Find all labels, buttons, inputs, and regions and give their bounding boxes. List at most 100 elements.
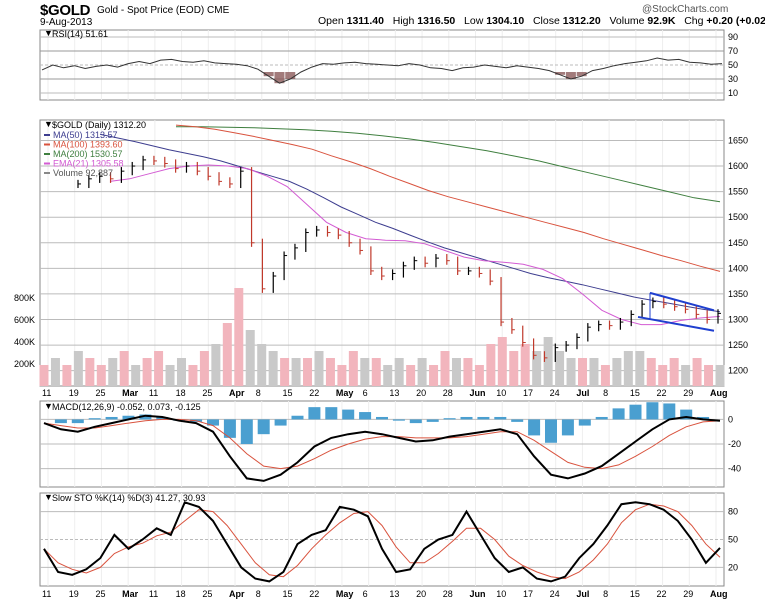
volume-bar-36 — [451, 358, 461, 386]
macd-title: MACD(12,26,9) -0.052, 0.073, -0.125 — [52, 402, 201, 412]
macd-hist-bar-23 — [426, 419, 439, 422]
xtick-top-2: 25 — [95, 388, 105, 398]
symbol-description: Gold - Spot Price (EOD) CME — [97, 5, 229, 16]
xtick-bottom-17: 10 — [496, 589, 506, 599]
xtick-bottom-10: 22 — [309, 589, 319, 599]
price-title: $GOLD (Daily) 1312.20 — [52, 120, 146, 130]
price-grid-1500-label: 1500 — [728, 212, 748, 222]
legend-entry-1: MA(100) 1393.60 — [53, 140, 123, 150]
xtick-top-10: 22 — [309, 388, 319, 398]
xtick-top-4: 11 — [149, 388, 158, 398]
volume-tick-1: 400K — [14, 337, 35, 347]
volume-bar-57 — [692, 358, 702, 386]
rsi-oversold-fill-22 — [274, 72, 285, 84]
xtick-bottom-7: Apr — [229, 589, 245, 599]
macd-grid--40-label: -40 — [728, 464, 741, 474]
volume-tick-0: 200K — [14, 359, 35, 369]
price-marker: ▼ — [44, 119, 53, 129]
macd-marker: ▼ — [44, 401, 53, 411]
volume-tick-3: 800K — [14, 293, 35, 303]
xtick-top-12: 6 — [363, 388, 368, 398]
xtick-top-6: 25 — [202, 388, 212, 398]
volume-bar-38 — [474, 365, 484, 386]
macd-hist-bar-33 — [595, 416, 608, 420]
volume-bar-56 — [681, 365, 691, 386]
volume-bar-45 — [555, 351, 565, 386]
volume-bar-52 — [635, 351, 645, 386]
volume-bar-33 — [417, 358, 427, 386]
volume-bar-5 — [96, 365, 106, 386]
sto-grid-20-label: 20 — [728, 562, 738, 572]
volume-label: Volume — [609, 15, 645, 27]
volume-bar-7 — [119, 351, 129, 386]
volume-bar-48 — [589, 358, 599, 386]
xtick-top-21: 8 — [603, 388, 608, 398]
volume-bar-39 — [486, 344, 496, 386]
xtick-top-7: Apr — [229, 388, 245, 398]
ma100-line — [175, 124, 721, 272]
ohlc-summary: Open 1311.40 High 1316.50 Low 1304.10 Cl… — [318, 15, 765, 27]
volume-bar-51 — [623, 351, 633, 386]
macd-hist-bar-35 — [629, 404, 642, 420]
macd-hist-bar-21 — [392, 419, 405, 421]
sto-k-line — [43, 501, 721, 583]
macd-hist-bar-22 — [409, 419, 422, 424]
chg-value: +0.20 (+0.02%) — [706, 15, 765, 27]
volume-bar-17 — [234, 288, 244, 386]
xtick-bottom-18: 17 — [523, 589, 533, 599]
volume-bar-21 — [280, 358, 290, 386]
volume-bar-34 — [429, 365, 439, 386]
macd-hist-bar-18 — [342, 409, 355, 420]
xtick-bottom-20: Jul — [576, 589, 589, 599]
ma200-line — [176, 126, 721, 203]
xtick-top-13: 13 — [389, 388, 399, 398]
xtick-bottom-6: 25 — [202, 589, 212, 599]
xtick-bottom-14: 20 — [416, 589, 426, 599]
volume-bar-13 — [188, 365, 198, 386]
volume-bar-31 — [394, 358, 404, 386]
macd-hist-bar-38 — [680, 409, 693, 420]
xtick-bottom-23: 22 — [657, 589, 667, 599]
macd-signal-line — [43, 418, 721, 470]
low-label: Low — [464, 15, 484, 27]
macd-hist-bar-36 — [646, 402, 659, 420]
symbol-title: $GOLD — [40, 2, 91, 19]
volume-bar-6 — [108, 358, 118, 386]
volume-bar-50 — [612, 358, 622, 386]
ma50-line — [99, 133, 721, 313]
high-value: 1316.50 — [417, 15, 456, 27]
macd-hist-bar-1 — [54, 419, 67, 424]
macd-hist-bar-13 — [257, 419, 270, 435]
volume-bar-35 — [440, 351, 450, 386]
xtick-top-19: 24 — [550, 388, 560, 398]
xtick-top-0: 11 — [42, 388, 51, 398]
rsi-grid-90-label: 90 — [728, 32, 738, 42]
rsi-oversold-fill-23 — [285, 72, 296, 79]
price-grid-1200-label: 1200 — [728, 366, 748, 376]
xtick-bottom-13: 13 — [389, 589, 399, 599]
macd-hist-bar-20 — [376, 416, 388, 420]
sto-marker: ▼ — [44, 492, 53, 502]
macd-hist-bar-29 — [528, 419, 541, 436]
xtick-bottom-25: Aug — [710, 589, 728, 599]
open-value: 1311.40 — [346, 15, 384, 27]
xtick-bottom-22: 15 — [630, 589, 640, 599]
close-value: 1312.20 — [562, 15, 601, 27]
volume-bar-28 — [360, 358, 370, 386]
xtick-top-9: 15 — [282, 388, 292, 398]
volume-bar-43 — [532, 351, 542, 386]
macd-hist-bar-37 — [663, 403, 676, 420]
volume-bar-8 — [131, 365, 141, 386]
xtick-bottom-2: 25 — [95, 589, 105, 599]
xtick-top-20: Jul — [576, 388, 589, 398]
macd-hist-bar-27 — [494, 416, 507, 420]
macd-hist-bar-11 — [223, 419, 236, 438]
macd-hist-bar-24 — [443, 418, 456, 420]
volume-bar-42 — [520, 344, 530, 386]
xtick-top-14: 20 — [416, 388, 426, 398]
xtick-top-5: 18 — [176, 388, 186, 398]
legend-entry-2: MA(200) 1530.57 — [53, 149, 123, 159]
sto-grid-80-label: 80 — [728, 507, 738, 517]
macd-hist-bar-25 — [460, 416, 473, 420]
macd-hist-bar-15 — [291, 415, 304, 420]
